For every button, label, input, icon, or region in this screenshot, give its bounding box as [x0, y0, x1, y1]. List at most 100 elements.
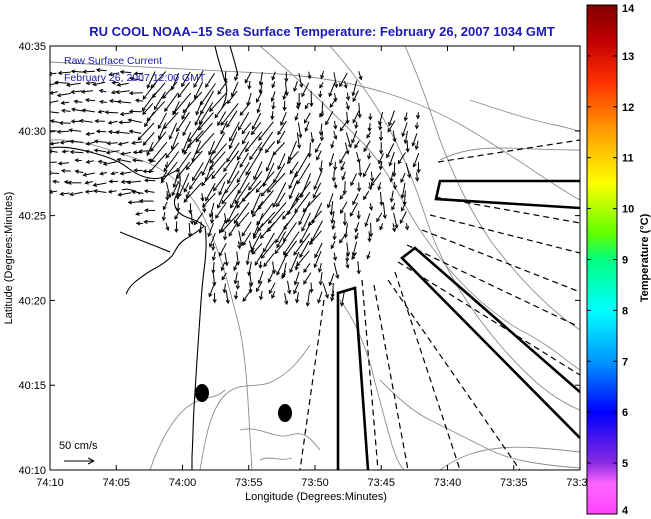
current-vector	[117, 141, 129, 146]
current-vector	[339, 72, 348, 88]
current-vector	[298, 201, 311, 226]
current-vector	[70, 69, 83, 74]
current-vector	[253, 222, 264, 240]
current-vector	[105, 150, 120, 155]
current-vector	[57, 70, 71, 75]
current-vector	[107, 189, 117, 194]
current-vector	[258, 81, 263, 94]
current-vector	[223, 150, 240, 173]
current-vector	[172, 101, 180, 116]
current-vector	[414, 140, 419, 151]
current-vector	[377, 182, 382, 191]
current-vector	[142, 102, 154, 116]
colorbar-label: Temperature (°C)	[639, 213, 651, 302]
current-vector	[333, 72, 339, 89]
current-vector	[352, 90, 359, 103]
current-vector	[217, 111, 227, 127]
current-vector	[309, 90, 314, 108]
current-vector	[260, 240, 276, 259]
current-vector	[298, 72, 304, 89]
current-vector	[350, 173, 357, 187]
current-vector	[116, 82, 129, 87]
current-vector	[284, 71, 289, 83]
current-vector	[299, 240, 310, 259]
current-vector	[224, 252, 229, 267]
current-vector	[332, 252, 338, 262]
current-vector	[227, 160, 240, 185]
y-tick-label: 40:35	[18, 41, 46, 53]
colorbar-tick-label: 12	[622, 102, 634, 114]
current-vector	[367, 231, 372, 243]
current-vector	[400, 182, 406, 199]
current-vector	[233, 291, 239, 300]
current-vector	[217, 80, 228, 95]
current-vector	[245, 150, 262, 176]
station-marker	[195, 384, 209, 402]
y-tick-label: 40:20	[18, 295, 46, 307]
current-vector	[268, 282, 276, 295]
current-vector	[366, 152, 372, 160]
current-vector	[175, 112, 190, 133]
current-vector	[315, 142, 322, 154]
current-vector	[331, 170, 336, 182]
current-vector	[84, 149, 93, 154]
current-vector	[84, 189, 94, 194]
current-vector	[340, 161, 346, 171]
current-vector	[52, 179, 60, 184]
current-vector	[271, 71, 276, 81]
current-vector	[388, 151, 395, 167]
current-vector	[228, 131, 238, 150]
current-vector	[318, 272, 323, 286]
current-vector	[195, 101, 203, 116]
current-vector	[271, 81, 276, 89]
current-vector	[330, 290, 335, 302]
current-vector	[146, 71, 156, 89]
current-vector	[229, 121, 240, 142]
current-vector	[289, 251, 300, 274]
current-vector	[330, 140, 335, 149]
current-vector	[126, 180, 142, 185]
current-vector	[239, 101, 251, 116]
current-vector	[356, 210, 361, 220]
current-vector	[128, 109, 142, 114]
current-vector	[368, 222, 374, 238]
y-tick-label: 40:10	[18, 465, 46, 477]
current-vector	[351, 252, 358, 260]
current-vector	[160, 170, 168, 181]
current-vector	[294, 261, 299, 271]
current-vector	[215, 202, 227, 219]
current-vector	[237, 112, 250, 131]
current-vector	[318, 90, 323, 99]
current-vector	[250, 192, 261, 215]
current-vector	[356, 261, 361, 275]
current-vector	[142, 132, 155, 146]
current-vector	[237, 241, 242, 250]
current-vector	[110, 171, 119, 176]
current-vector	[287, 140, 297, 161]
current-vector	[236, 161, 250, 184]
current-vector	[205, 73, 215, 88]
current-vector	[241, 122, 252, 135]
current-vector	[224, 170, 240, 194]
current-vector	[221, 272, 227, 281]
current-vector	[263, 253, 275, 268]
current-vector	[165, 182, 172, 199]
y-tick-label: 40:30	[18, 126, 46, 138]
current-vector	[69, 139, 83, 144]
current-vector	[328, 273, 335, 287]
current-vector	[98, 89, 107, 94]
current-vector	[241, 131, 251, 145]
current-vector	[82, 69, 96, 74]
current-vector	[59, 191, 70, 196]
current-vector	[70, 119, 82, 124]
current-vector	[338, 232, 348, 244]
current-vector	[177, 82, 190, 99]
current-vector	[352, 193, 359, 206]
y-axis-ticks: 40:35 40:30 40:25 40:20 40:15 40:10	[18, 41, 580, 477]
current-vector	[171, 181, 180, 197]
current-vector	[379, 223, 384, 231]
current-vector	[223, 71, 228, 83]
current-vector	[201, 151, 214, 177]
y-tick-label: 40:15	[18, 380, 46, 392]
current-vector	[400, 202, 407, 212]
